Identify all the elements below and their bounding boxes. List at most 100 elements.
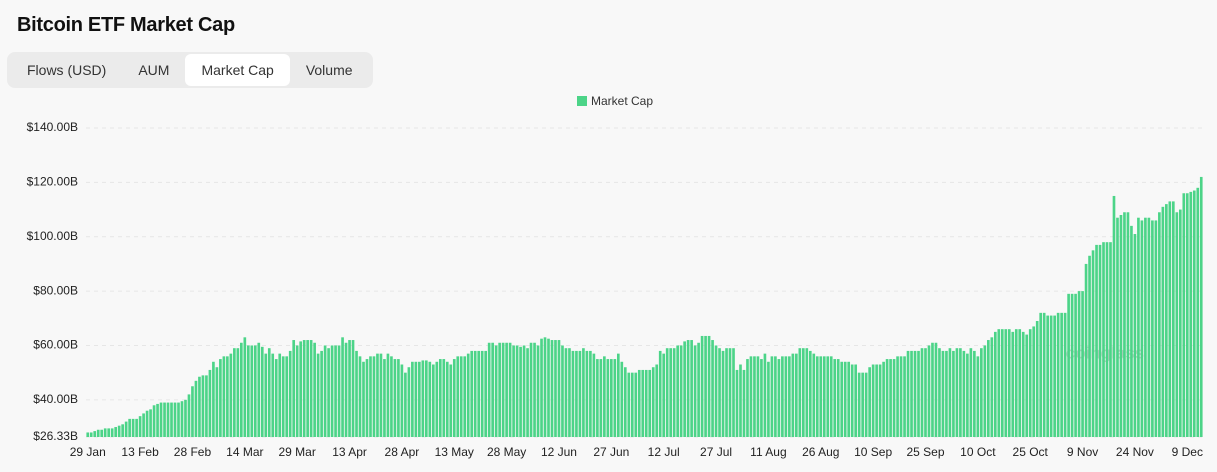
bar (383, 359, 386, 437)
bar (868, 367, 871, 437)
bar (498, 342, 501, 437)
bar (271, 353, 275, 437)
bar (166, 402, 170, 437)
bar (658, 350, 662, 437)
bar (575, 350, 578, 437)
bar (1095, 244, 1098, 437)
bar (159, 402, 163, 437)
bar (351, 340, 355, 437)
bar (407, 367, 411, 437)
bar (938, 348, 941, 437)
bar (819, 356, 823, 437)
bar (135, 418, 138, 437)
bar (603, 356, 606, 437)
bar (864, 372, 868, 437)
bar (693, 345, 697, 437)
bar (250, 345, 254, 437)
bar (341, 337, 344, 437)
tab[interactable]: Flows (USD) (27, 62, 107, 78)
bar (980, 348, 983, 437)
bar (704, 335, 707, 437)
bar (648, 369, 652, 437)
bar (683, 341, 686, 437)
bar (899, 356, 903, 437)
bar (299, 341, 302, 437)
bar (1168, 201, 1172, 437)
bar (637, 369, 641, 437)
bar (941, 350, 945, 437)
bar (473, 350, 477, 437)
bar (1112, 195, 1116, 437)
x-tick-label: 28 Apr (385, 445, 420, 459)
bar (917, 350, 920, 437)
bar (690, 340, 693, 437)
bar (749, 356, 753, 437)
bar (753, 356, 756, 437)
bar (927, 345, 931, 437)
bar (1098, 244, 1102, 437)
bar (529, 342, 533, 437)
bar (875, 364, 878, 437)
bar (596, 359, 599, 437)
x-tick-label: 28 Feb (174, 445, 212, 459)
y-tick-label: $80.00B (33, 283, 78, 297)
bar (822, 356, 826, 437)
bar (798, 348, 802, 437)
bar (459, 356, 463, 437)
tab[interactable]: Market Cap (185, 54, 290, 86)
bar (987, 340, 990, 437)
bar (589, 350, 592, 437)
x-tick-label: 10 Oct (960, 445, 996, 459)
tab[interactable]: Volume (305, 62, 353, 78)
bar (452, 359, 456, 437)
bar (198, 376, 201, 437)
bar (795, 353, 798, 437)
bar (1088, 255, 1091, 437)
x-tick-label: 27 Jul (700, 445, 732, 459)
bar (1032, 326, 1036, 437)
bar (1046, 315, 1049, 437)
bar (1154, 220, 1158, 437)
bar (1123, 212, 1126, 437)
bar (777, 359, 781, 437)
bar (397, 359, 400, 437)
bar (358, 356, 362, 437)
bar (903, 356, 906, 437)
bar (173, 402, 177, 437)
bar (1165, 204, 1168, 437)
bar (672, 348, 676, 437)
bar (418, 361, 421, 437)
bar (264, 353, 268, 437)
bar (330, 345, 334, 437)
bar (1196, 187, 1200, 437)
bar (1161, 206, 1165, 437)
bar (526, 348, 529, 437)
bar (599, 359, 603, 437)
bar (1021, 331, 1025, 437)
bar (1063, 312, 1067, 437)
bar (323, 345, 327, 437)
bar (568, 348, 571, 437)
bar (309, 340, 313, 437)
bar (725, 348, 728, 437)
x-tick-label: 27 Jun (593, 445, 629, 459)
bar (138, 416, 142, 437)
bar (222, 356, 226, 437)
bar (438, 359, 442, 437)
bar (480, 350, 484, 437)
bar (878, 364, 882, 437)
bar (240, 342, 243, 437)
bar (124, 421, 128, 437)
bar (1004, 329, 1008, 437)
bar (550, 340, 554, 437)
bar (145, 410, 149, 437)
tab[interactable]: AUM (138, 62, 170, 78)
bar (515, 345, 519, 437)
y-tick-label: $140.00B (27, 120, 78, 134)
bar (641, 369, 645, 437)
bar (212, 361, 215, 437)
bar (316, 353, 320, 437)
bar (791, 353, 795, 437)
x-tick-label: 24 Nov (1116, 445, 1154, 459)
